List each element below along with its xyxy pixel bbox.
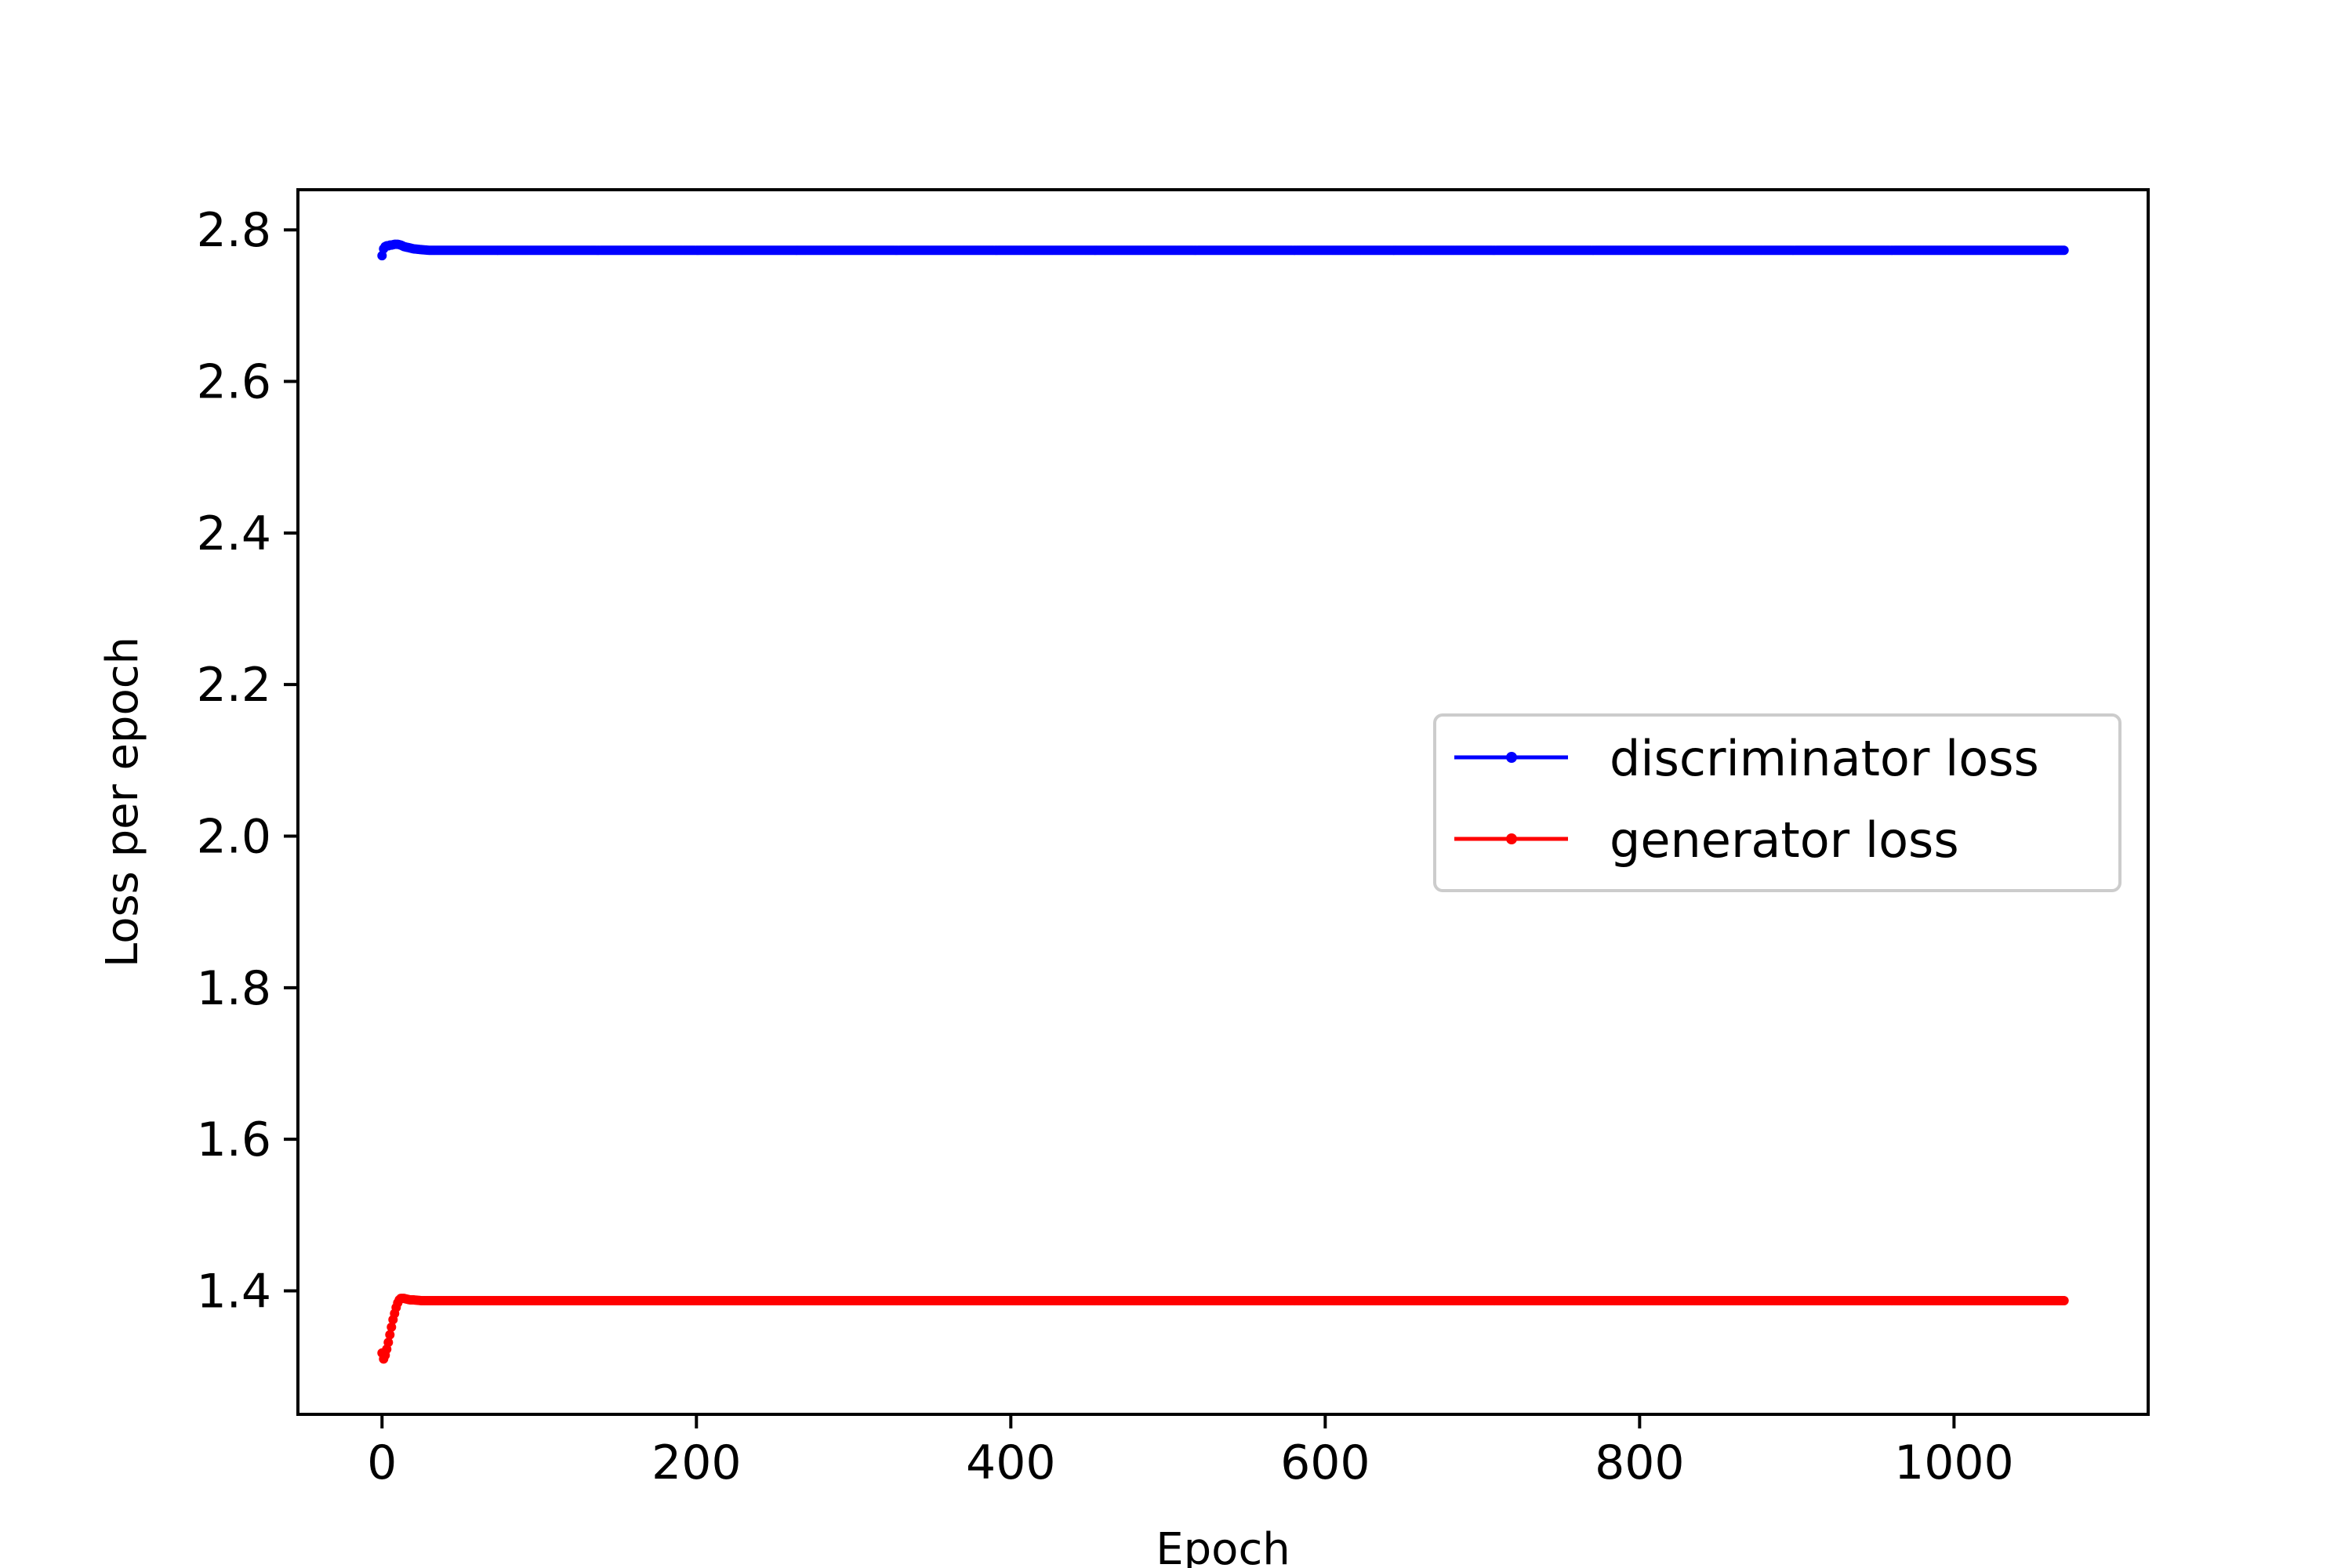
x-tick-label: 0: [367, 1436, 397, 1490]
plot-frame: [296, 188, 2150, 1416]
y-axis: 1.4 1.6 1.8 2.0 2.2 2.4 2.6 2.8: [197, 203, 298, 1319]
x-tick-label: 200: [652, 1436, 742, 1490]
y-tick-label: 2.4: [197, 506, 271, 561]
series-layer: [377, 239, 2069, 1364]
legend: discriminator loss generator loss: [1433, 713, 2122, 892]
y-tick-label: 2.8: [197, 203, 271, 258]
data-point: [2059, 245, 2069, 256]
x-axis-label: Epoch: [1156, 1524, 1290, 1568]
series-markers-discriminator: [377, 239, 2069, 261]
y-tick-label: 2.0: [197, 809, 271, 864]
x-tick-label: 600: [1280, 1436, 1370, 1490]
data-point: [387, 1322, 397, 1332]
data-point: [2059, 1296, 2069, 1305]
series-markers-generator: [377, 1294, 2069, 1364]
y-tick-label: 1.8: [197, 961, 271, 1016]
legend-marker-discriminator: [1506, 752, 1517, 763]
legend-marker-generator: [1506, 833, 1517, 844]
x-tick-label: 1000: [1894, 1436, 2014, 1490]
x-axis: 0 200 400 600 800 1000: [367, 1414, 2014, 1490]
data-point: [385, 1330, 395, 1340]
legend-box: [1433, 713, 2122, 892]
legend-label-generator: generator loss: [1610, 811, 1959, 869]
y-tick-label: 2.6: [197, 355, 271, 410]
y-axis-label: Loss per epoch: [97, 637, 148, 967]
legend-label-discriminator: discriminator loss: [1610, 730, 2039, 787]
data-point: [383, 1338, 394, 1348]
y-tick-label: 1.6: [197, 1112, 271, 1167]
x-tick-label: 400: [966, 1436, 1056, 1490]
x-tick-label: 800: [1595, 1436, 1685, 1490]
y-tick-label: 1.4: [197, 1264, 271, 1319]
series-line-generator: [379, 1296, 2067, 1362]
y-tick-label: 2.2: [197, 658, 271, 713]
